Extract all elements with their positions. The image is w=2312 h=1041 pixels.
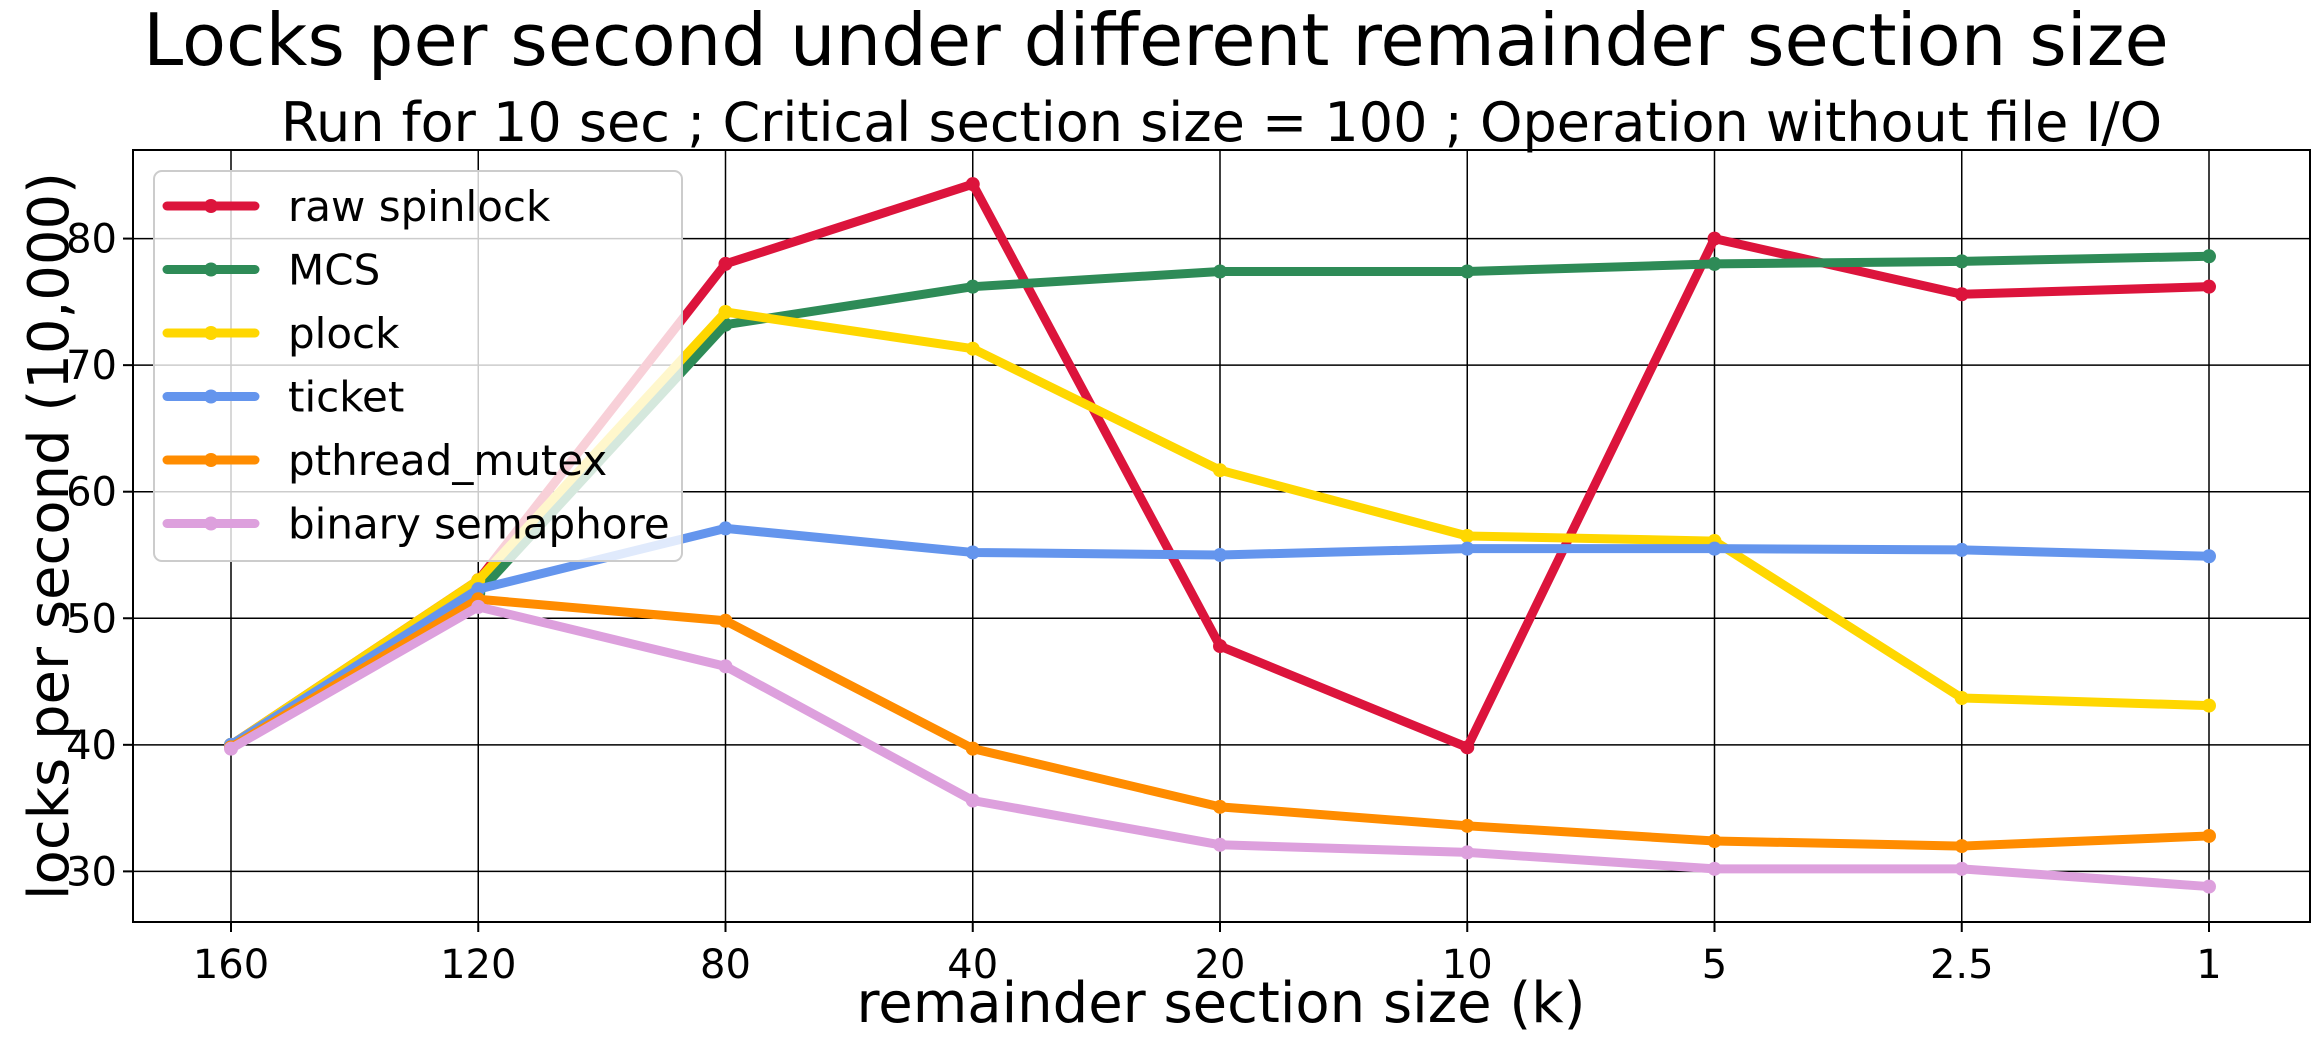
legend-swatch-marker	[204, 516, 218, 531]
legend-label: plock	[288, 309, 400, 358]
data-point-plock	[1954, 690, 1969, 705]
legend-item: ticket	[162, 373, 404, 422]
legend-swatch-marker	[204, 326, 218, 340]
data-point-binary-semaphore	[1213, 837, 1227, 852]
chart-subtitle: Run for 10 sec ; Critical section size =…	[280, 91, 2163, 154]
legend-item: MCS	[162, 246, 380, 295]
series-binary-semaphore	[224, 599, 2216, 894]
data-point-pthread-mutex	[965, 741, 980, 756]
legend-label: binary semaphore	[288, 500, 670, 549]
x-tick-label: 5	[1702, 942, 1727, 988]
data-point-ticket	[965, 545, 980, 560]
data-point-mcs	[1213, 264, 1227, 279]
data-point-mcs	[2202, 249, 2216, 264]
plot-frame	[132, 149, 2311, 923]
data-point-binary-semaphore	[2202, 879, 2216, 894]
data-point-mcs	[965, 279, 980, 294]
legend-label: pthread_mutex	[288, 436, 607, 485]
data-point-ticket	[1213, 547, 1227, 562]
data-point-ticket	[471, 582, 486, 597]
legend: raw spinlock MCS plock ticket pthread_mutexb…	[153, 170, 683, 562]
data-point-mcs	[1954, 254, 1969, 269]
data-point-pthread-mutex	[1954, 839, 1969, 854]
data-point-raw-spinlock	[1213, 639, 1227, 654]
data-point-raw-spinlock	[1707, 231, 1722, 246]
data-point-raw-spinlock	[965, 177, 980, 192]
data-point-pthread-mutex	[718, 613, 733, 628]
x-tick-label: 1	[2196, 942, 2221, 988]
data-point-ticket	[718, 521, 733, 536]
data-point-binary-semaphore	[718, 659, 733, 674]
x-tick-label: 40	[947, 942, 998, 988]
data-point-plock	[965, 341, 980, 356]
data-point-pthread-mutex	[1213, 799, 1227, 814]
data-point-ticket	[1954, 542, 1969, 557]
data-point-pthread-mutex	[1460, 818, 1475, 833]
y-tick-label: 40	[66, 723, 117, 769]
legend-item: raw spinlock	[162, 182, 551, 231]
chart-title: Locks per second under different remaind…	[143, 0, 2169, 82]
data-point-ticket	[2202, 549, 2216, 564]
data-point-raw-spinlock	[718, 256, 733, 271]
x-tick-label: 2.5	[1930, 942, 1994, 988]
data-point-raw-spinlock	[2202, 279, 2216, 294]
y-tick-label: 30	[66, 849, 117, 895]
data-point-binary-semaphore	[1707, 861, 1722, 876]
data-point-plock	[1213, 463, 1227, 478]
data-point-pthread-mutex	[2202, 828, 2216, 843]
data-point-binary-semaphore	[965, 793, 980, 808]
legend-item: plock	[162, 309, 400, 358]
data-point-plock	[718, 304, 733, 319]
data-point-mcs	[1460, 264, 1475, 279]
legend-item: pthread_mutex	[162, 436, 607, 485]
data-point-binary-semaphore	[471, 599, 486, 614]
legend-label: MCS	[288, 246, 380, 295]
y-tick-label: 80	[66, 217, 117, 263]
x-tick-label: 10	[1442, 942, 1493, 988]
legend-label: ticket	[288, 373, 404, 422]
data-point-mcs	[1707, 256, 1722, 271]
data-point-plock	[2202, 698, 2216, 713]
x-tick-label: 160	[193, 942, 269, 988]
legend-label: raw spinlock	[288, 182, 551, 231]
y-tick-label: 70	[66, 343, 117, 389]
data-point-pthread-mutex	[1707, 834, 1722, 849]
legend-swatch-marker	[204, 199, 218, 213]
y-tick-label: 60	[66, 470, 117, 516]
axis-ticks: 160 120 80 40 20 10 5 2.5 1 30 40 50 60 70 80	[66, 217, 2222, 988]
data-point-raw-spinlock	[1954, 287, 1969, 302]
x-tick-label: 80	[700, 942, 751, 988]
data-point-binary-semaphore	[1460, 845, 1475, 860]
legend-swatch-marker	[204, 453, 218, 467]
data-point-ticket	[1707, 541, 1722, 556]
legend-item: binary semaphore	[162, 500, 670, 549]
data-point-binary-semaphore	[224, 741, 238, 756]
data-point-raw-spinlock	[1460, 740, 1475, 755]
data-point-ticket	[1460, 541, 1475, 556]
legend-frame	[153, 170, 683, 562]
y-tick-label: 50	[66, 596, 117, 642]
x-tick-label: 20	[1195, 942, 1246, 988]
x-axis-label: remainder section size (k)	[857, 971, 1586, 1036]
x-tick-label: 120	[440, 942, 516, 988]
data-point-binary-semaphore	[1954, 861, 1969, 876]
y-axis-label: locks per second (10,000)	[17, 172, 82, 900]
legend-swatch-marker	[204, 389, 218, 404]
legend-swatch-marker	[204, 262, 218, 277]
data-point-plock	[1460, 529, 1475, 543]
